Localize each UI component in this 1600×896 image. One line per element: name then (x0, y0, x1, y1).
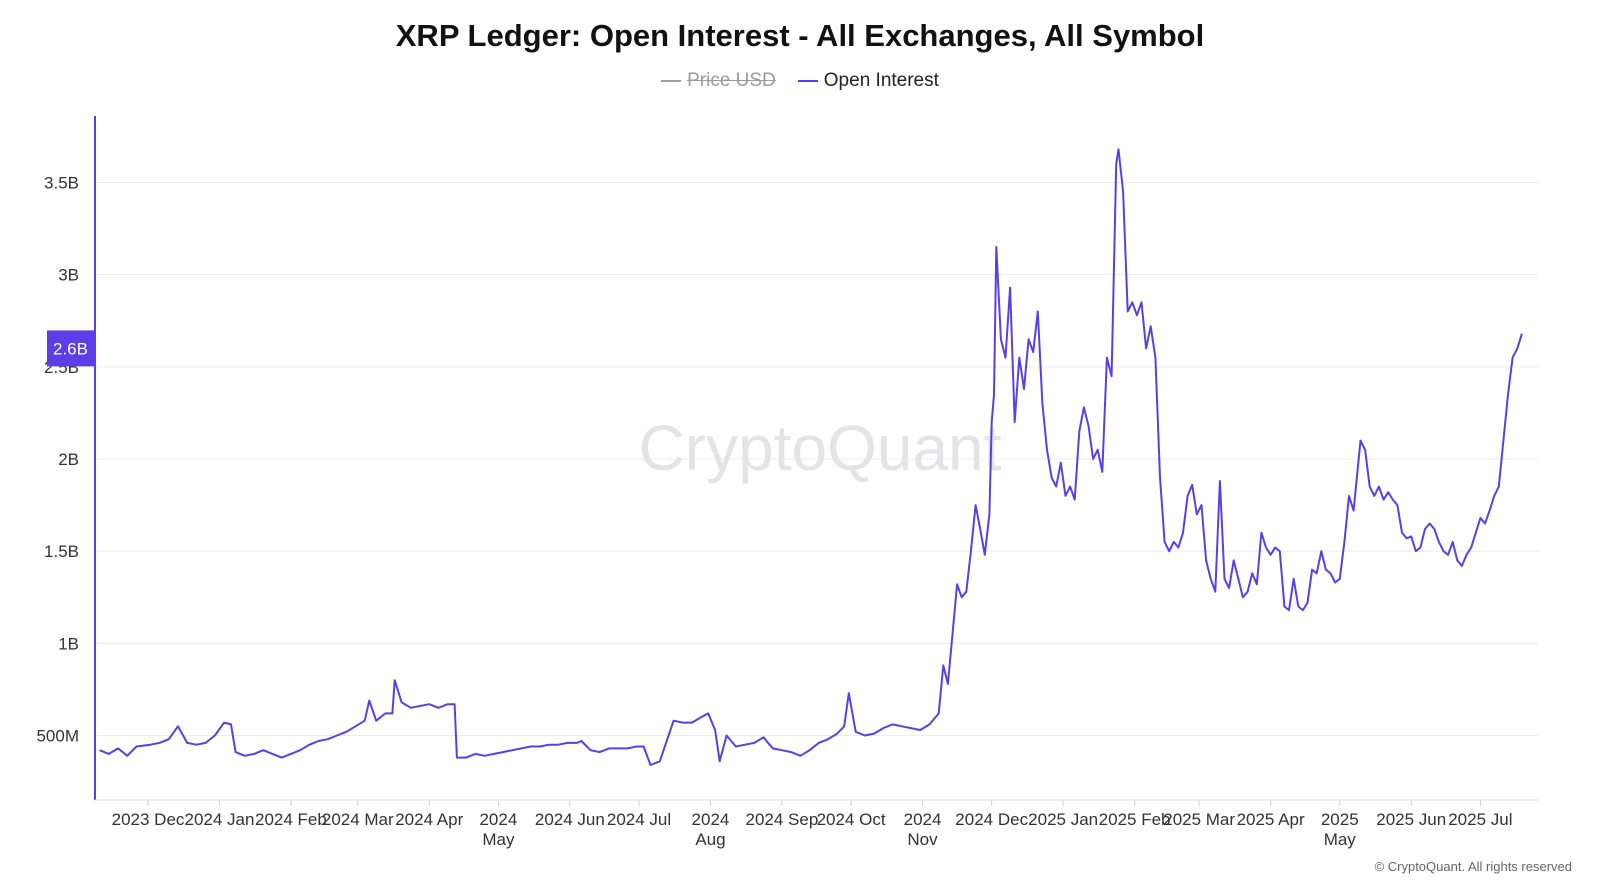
x-tick-label-month: May (482, 830, 515, 849)
legend-item-price-usd[interactable]: Price USD (661, 70, 776, 92)
y-tick-label: 2B (58, 450, 79, 469)
x-tick-label: 2025 Jan (1028, 810, 1098, 829)
x-tick-label-month: Nov (907, 830, 938, 849)
chart-legend: Price USD Open Interest (0, 70, 1600, 92)
legend-swatch-open-interest (797, 80, 818, 82)
x-tick-label: 2023 Dec (112, 810, 185, 829)
series-line-open-interest[interactable] (99, 148, 1523, 766)
x-tick-label: 2024 Sep (746, 810, 819, 829)
legend-item-open-interest[interactable]: Open Interest (797, 70, 939, 92)
x-tick-label: 2025 Mar (1163, 810, 1235, 829)
legend-label-price-usd: Price USD (687, 70, 776, 91)
x-tick-label: 2025 Apr (1237, 810, 1305, 829)
x-tick-label: 2025 Jul (1448, 810, 1512, 829)
x-tick-label: 2024 Feb (255, 810, 327, 829)
x-tick-label: 2025 Feb (1099, 810, 1171, 829)
x-tick-label: 2024 Apr (395, 810, 463, 829)
x-tick-label: 2024 (904, 810, 942, 829)
grid-lines (95, 182, 1538, 736)
x-tick-label: 2024 (692, 810, 730, 829)
x-tick-label: 2024 Oct (817, 810, 886, 829)
current-value-badge: 2.6B (47, 330, 94, 367)
x-tick-label-month: May (1324, 830, 1357, 849)
copyright-credit: © CryptoQuant. All rights reserved (1374, 859, 1572, 874)
y-tick-label: 1B (58, 634, 79, 653)
x-tick-label: 2024 Dec (955, 810, 1028, 829)
y-tick-label: 3.5B (44, 174, 79, 193)
x-tick-label: 2025 (1321, 810, 1359, 829)
x-tick-label: 2024 Jun (535, 810, 605, 829)
legend-swatch-price-usd (661, 80, 682, 82)
x-tick-label: 2025 Jun (1376, 810, 1446, 829)
x-tick-label: 2024 (479, 810, 517, 829)
y-tick-label: 1.5B (44, 542, 79, 561)
x-tick-label: 2024 Mar (322, 810, 394, 829)
legend-label-open-interest: Open Interest (823, 70, 939, 91)
chart-title: XRP Ledger: Open Interest - All Exchange… (395, 18, 1205, 53)
x-tick-label: 2024 Jul (607, 810, 671, 829)
x-tick-label: 2024 Jan (184, 810, 254, 829)
x-tick-label-month: Aug (695, 830, 725, 849)
watermark: CryptoQuant (639, 412, 1002, 484)
y-tick-label: 3B (58, 266, 79, 285)
current-value-label: 2.6B (53, 339, 88, 358)
current-value-badge-bg (47, 330, 94, 367)
y-tick-label: 500M (36, 726, 79, 745)
